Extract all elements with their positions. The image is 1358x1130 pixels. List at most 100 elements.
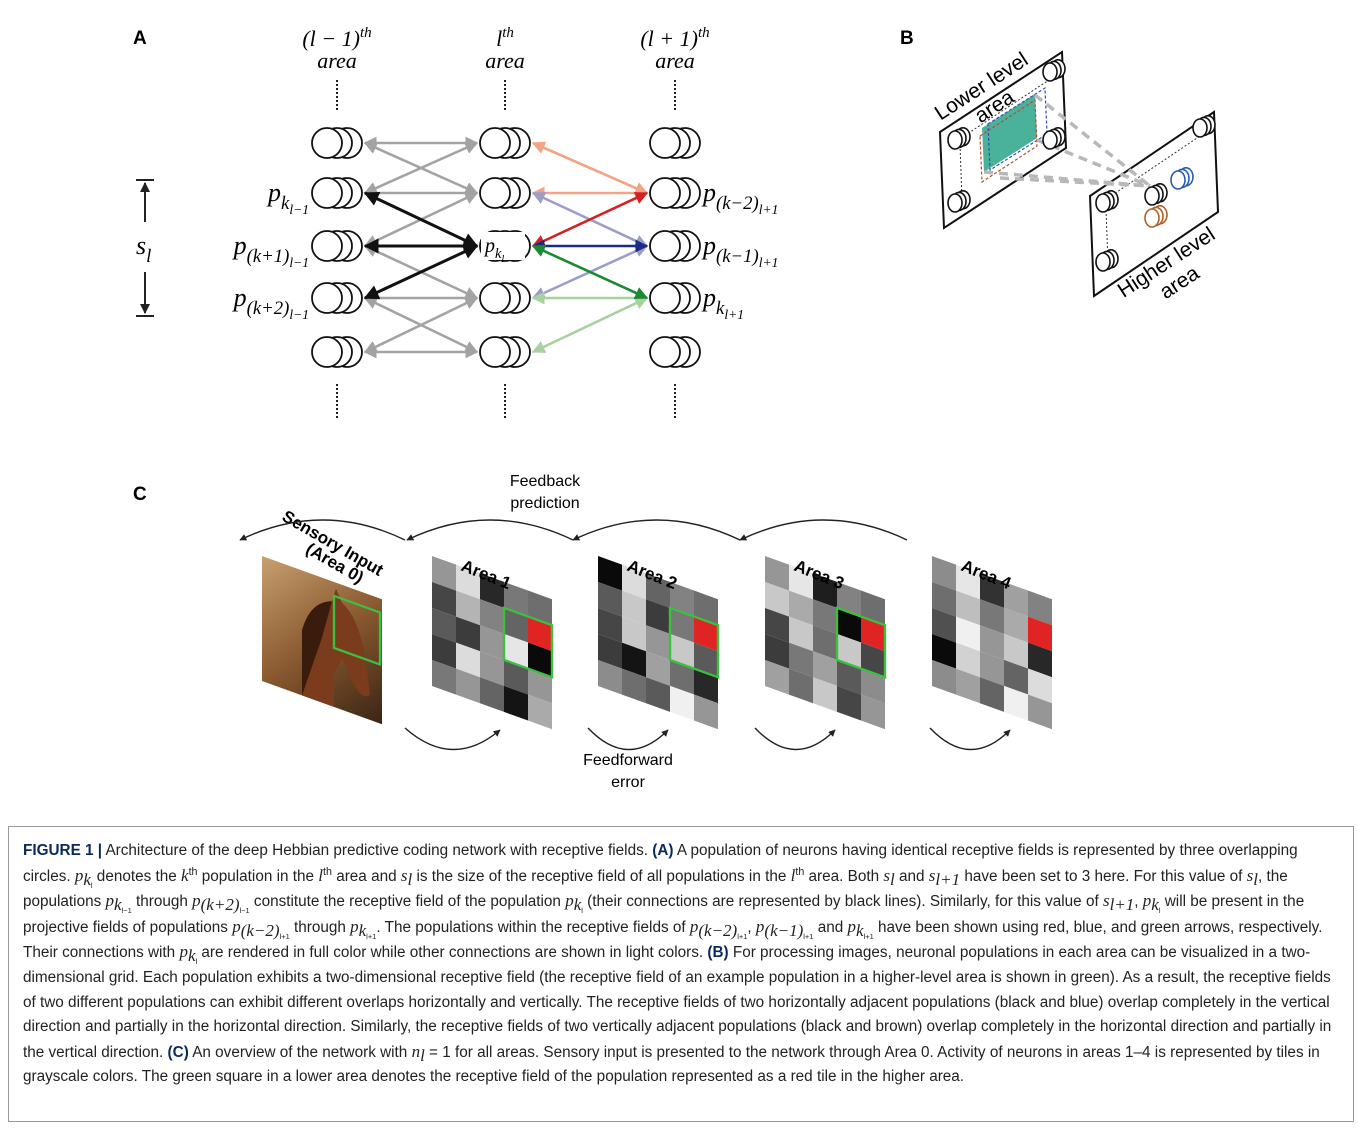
connection-arrow: [363, 191, 479, 248]
math-sup: th: [188, 865, 198, 878]
math-sub: (k−2): [240, 920, 280, 940]
activity-tile: [646, 651, 670, 686]
column-header: lth: [496, 25, 514, 51]
math-sub: (k−2): [716, 193, 759, 214]
activity-tile: [765, 660, 789, 695]
caption-text: through: [131, 893, 193, 911]
activity-tile: [861, 590, 885, 626]
activity-tile: [670, 581, 694, 617]
math-base: l: [318, 865, 324, 885]
activity-tile: [432, 582, 456, 617]
caption-bold: FIGURE 1 |: [23, 842, 103, 859]
population-circle: [311, 336, 343, 368]
activity-tile: [670, 633, 694, 669]
math-sub: k: [114, 895, 122, 915]
activity-tile: [765, 634, 789, 669]
math-sub: k: [716, 298, 725, 319]
area-grid: [598, 556, 720, 730]
math-base: l: [790, 865, 796, 885]
row-label-left: p(k+2)l−1: [232, 283, 309, 322]
activity-tile: [598, 608, 622, 643]
activity-tile: [504, 607, 528, 643]
activity-tile: [670, 685, 694, 721]
column-sup: th: [698, 25, 710, 41]
feedforward-arrow: [754, 727, 836, 751]
activity-tile: [1028, 616, 1052, 652]
receptive-outline: [668, 606, 720, 679]
caption: FIGURE 1 | Architecture of the deep Hebb…: [8, 826, 1354, 1122]
activity-tile: [956, 590, 980, 626]
activity-tile: [789, 642, 813, 678]
activity-tile: [789, 668, 813, 704]
math-base: p: [1142, 891, 1152, 911]
math-subsub: l: [195, 957, 198, 967]
caption-math: nl: [412, 1042, 425, 1064]
caption-text: will be present in the projective fields…: [23, 893, 1305, 936]
caption-math: pkl: [1142, 891, 1161, 914]
math-sub: l+1: [935, 869, 961, 889]
caption-math: p(k−2)l+1: [232, 917, 290, 940]
math-base: p: [179, 942, 188, 962]
row-label-left: pkl−1: [266, 178, 309, 217]
small-population: [1192, 118, 1208, 138]
activity-tile: [504, 581, 528, 617]
math-subsub: l+1: [724, 307, 744, 322]
math-subsub: l+1: [759, 255, 779, 270]
math-subsub: l−1: [289, 202, 309, 217]
math-base: k: [181, 865, 189, 885]
population-circle: [649, 127, 681, 159]
activity-tile: [528, 642, 552, 678]
activity-tile: [932, 556, 956, 591]
feedforward-arrow: [929, 727, 1011, 751]
math-subsub: l−1: [289, 255, 309, 270]
activity-tile: [956, 616, 980, 652]
math-sub-group: kl+1: [856, 922, 874, 940]
receptive-field: [982, 94, 1037, 172]
math-subsub: l−1: [121, 906, 132, 916]
math-sub-group: kl+1: [359, 922, 377, 941]
activity-tile: [932, 660, 956, 695]
population-circle: [649, 177, 681, 209]
math-sub: k: [495, 246, 502, 262]
math-sub: (k−1): [764, 920, 804, 940]
math-base: p: [350, 916, 359, 936]
activity-tile: [813, 599, 837, 634]
activity-tile: [480, 625, 504, 660]
caption-bold: (C): [167, 1043, 189, 1061]
activity-tile: [646, 599, 670, 634]
small-population: [1095, 193, 1111, 213]
activity-tile: [980, 573, 1004, 608]
math-sub-group: l: [890, 871, 895, 888]
connection-arrow: [363, 141, 479, 195]
activity-tile: [480, 651, 504, 686]
population-circle: [479, 336, 511, 368]
activity-tile: [504, 659, 528, 695]
math-subsub: l−1: [239, 906, 250, 916]
activity-tile: [694, 694, 718, 730]
math-subsub: l+1: [366, 931, 377, 941]
population-circle: [649, 282, 681, 314]
activity-tile: [432, 608, 456, 643]
feedback-label: prediction: [510, 495, 579, 512]
activity-tile: [622, 564, 646, 600]
activity-tile: [1028, 642, 1052, 678]
math-base: p: [565, 891, 574, 911]
caption-text: have been shown using red, blue, and gre…: [23, 918, 1323, 962]
math-base: s: [1102, 891, 1110, 911]
connection-arrow: [363, 296, 479, 354]
activity-tile: [432, 634, 456, 669]
population-circle: [311, 177, 343, 209]
math-sub: l: [1253, 869, 1259, 889]
small-population: [947, 130, 963, 150]
connection-arrow: [531, 141, 649, 195]
math-sub-group: l+1: [1110, 896, 1135, 913]
activity-tile: [980, 651, 1004, 686]
column-name: area: [655, 48, 695, 73]
activity-tile: [528, 694, 552, 730]
math-base: p: [266, 178, 281, 207]
math-sub-group: l: [407, 871, 412, 888]
small-population: [947, 193, 963, 213]
math-base: p: [701, 178, 716, 207]
feedback-arrow: [572, 519, 741, 541]
population-circle: [311, 127, 343, 159]
